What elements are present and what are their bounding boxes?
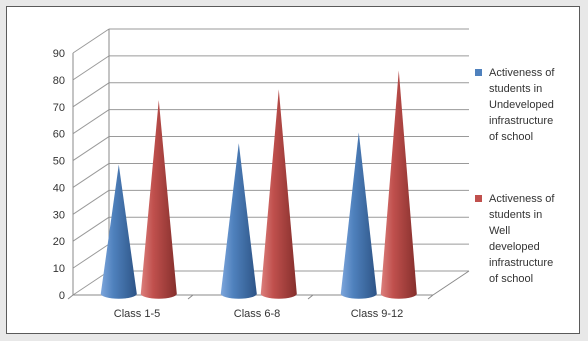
y-tick-label: 80 [53, 75, 65, 87]
y-tick-label: 70 [53, 102, 65, 114]
x-category-label: Class 9-12 [351, 308, 404, 320]
cone-layer [100, 70, 417, 299]
gridline-side [72, 163, 110, 188]
cone-well-developed-1 [140, 100, 177, 299]
x-category-label: Class 6-8 [234, 308, 280, 320]
y-tick-label: 90 [53, 48, 65, 60]
legend-label-well-developed: Activeness of students in Well developed… [489, 193, 555, 285]
gridline-side [72, 189, 110, 215]
x-tick [427, 294, 434, 300]
legend: Activeness of students in Undeveloped in… [475, 65, 579, 287]
y-tick-label: 40 [53, 182, 65, 194]
legend-swatch-blue [475, 69, 482, 76]
label-layer: 0 10 20 30 40 50 60 70 80 90 Class 1-5 Class 6-8 Cla… [53, 48, 404, 320]
y-tick-label: 0 [59, 290, 65, 302]
y-tick-label: 30 [53, 209, 65, 221]
x-category-label: Class 1-5 [114, 308, 160, 320]
floor-right-edge [432, 270, 470, 296]
chart-frame: 0 10 20 30 40 50 60 70 80 90 Class 1-5 Class 6-8 Cla… [6, 6, 580, 334]
legend-item-well-developed: Activeness of students in Well developed… [475, 191, 579, 287]
cone-well-developed-2 [260, 89, 297, 299]
gridline-side [72, 55, 110, 81]
x-tick [307, 294, 314, 300]
gridline-side [72, 28, 110, 54]
cone-well-developed-3 [380, 70, 417, 299]
gridline-side [72, 270, 110, 296]
y-tick-label: 60 [53, 129, 65, 141]
gridline-side [72, 216, 110, 242]
y-tick-label: 10 [53, 263, 65, 275]
x-tick [187, 294, 194, 300]
legend-swatch-red [475, 195, 482, 202]
legend-label-undeveloped: Activeness of students in Undeveloped in… [489, 67, 555, 143]
y-tick-label: 20 [53, 236, 65, 248]
gridline-side [72, 243, 110, 269]
y-tick-label: 50 [53, 156, 65, 168]
gridline-side [72, 136, 110, 161]
gridline-side [72, 82, 110, 108]
x-tick [67, 294, 74, 300]
cone-undeveloped-3 [340, 132, 377, 299]
gridline-side [72, 109, 110, 135]
chart-plot: 0 10 20 30 40 50 60 70 80 90 Class 1-5 Class 6-8 Cla… [53, 28, 470, 320]
legend-item-undeveloped: Activeness of students in Undeveloped in… [475, 65, 579, 145]
cone-undeveloped-1 [100, 164, 137, 299]
cone-undeveloped-2 [220, 143, 257, 299]
